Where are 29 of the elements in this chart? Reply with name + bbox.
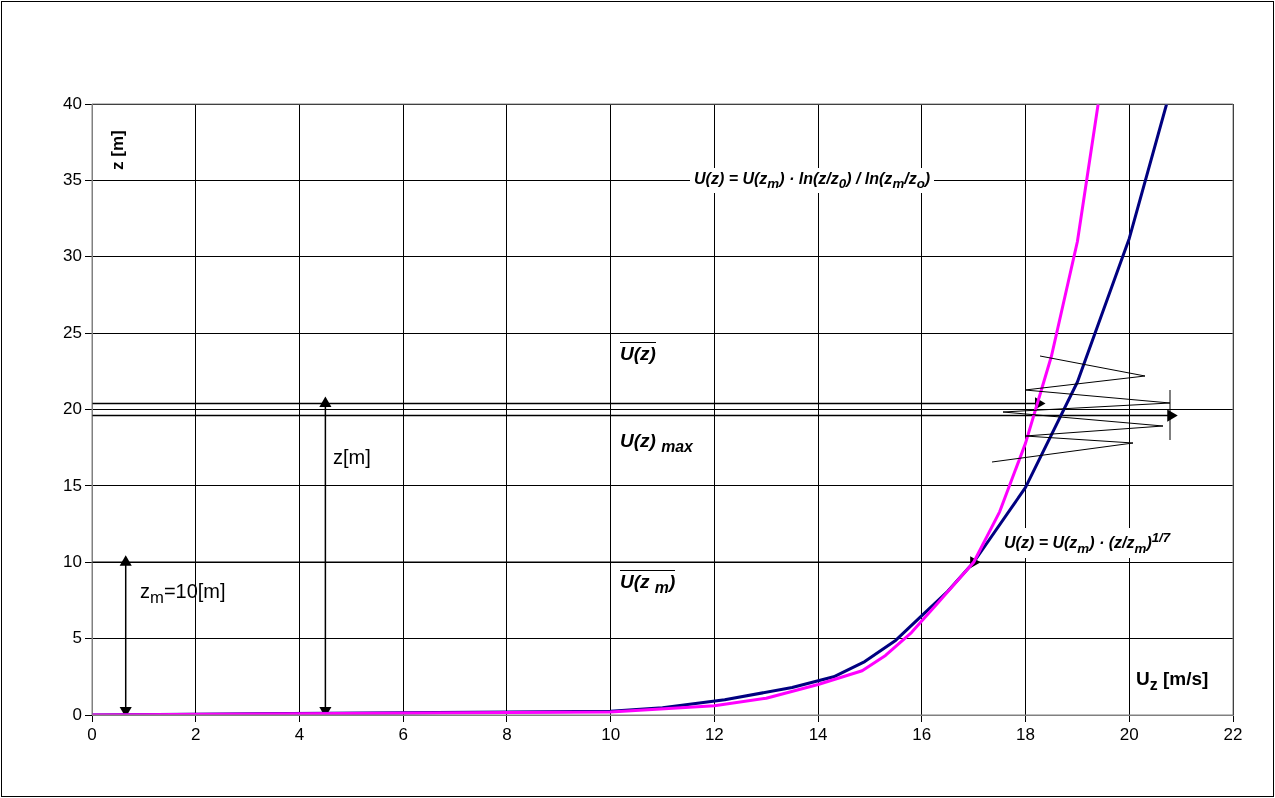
x-tick-label: 12: [704, 724, 724, 744]
x-tick-label: 20: [1119, 724, 1139, 744]
x-tick-label: 0: [87, 724, 97, 744]
x-tick-label: 18: [1016, 724, 1036, 744]
x-tick-label: 8: [502, 724, 512, 744]
y-axis-title: z [m]: [108, 130, 128, 170]
y-tick-label: 30: [63, 246, 82, 266]
y-tick-label: 25: [63, 322, 82, 342]
x-tick-label: 14: [808, 724, 828, 744]
x-tick-label: 4: [294, 724, 305, 744]
y-tick-label: 40: [63, 93, 82, 113]
x-tick-label: 22: [1223, 724, 1243, 744]
x-tick-label: 16: [912, 724, 932, 744]
annotation: U(z) $_{max}$: [620, 430, 693, 456]
y-tick-label: 20: [63, 399, 82, 419]
y-tick-label: 10: [63, 551, 82, 571]
y-tick-label: 35: [63, 170, 82, 190]
y-tick-label: 15: [63, 475, 82, 495]
annotation: z[m]: [333, 446, 371, 469]
annotation: U(z): [620, 342, 656, 365]
text: U(z) = U(z$_{m}$) · ln(z/z$_{0}$) / ln(z$_{m}$/z$_{o}$): [694, 170, 931, 192]
annotation: U(z) = U(z$_{m}$) · (z/z$_{m}$)$^{1/7}$: [1000, 528, 1175, 558]
y-tick-label: 5: [72, 628, 82, 648]
x-tick-label: 2: [190, 724, 201, 744]
annotation: U(z $_{m}$): [620, 570, 676, 597]
x-tick-label: 10: [601, 724, 621, 744]
x-tick-label: 6: [398, 724, 408, 744]
y-tick-label: 0: [72, 704, 82, 724]
x-axis-title: U$_{z}$ [m/s]: [1136, 668, 1209, 694]
